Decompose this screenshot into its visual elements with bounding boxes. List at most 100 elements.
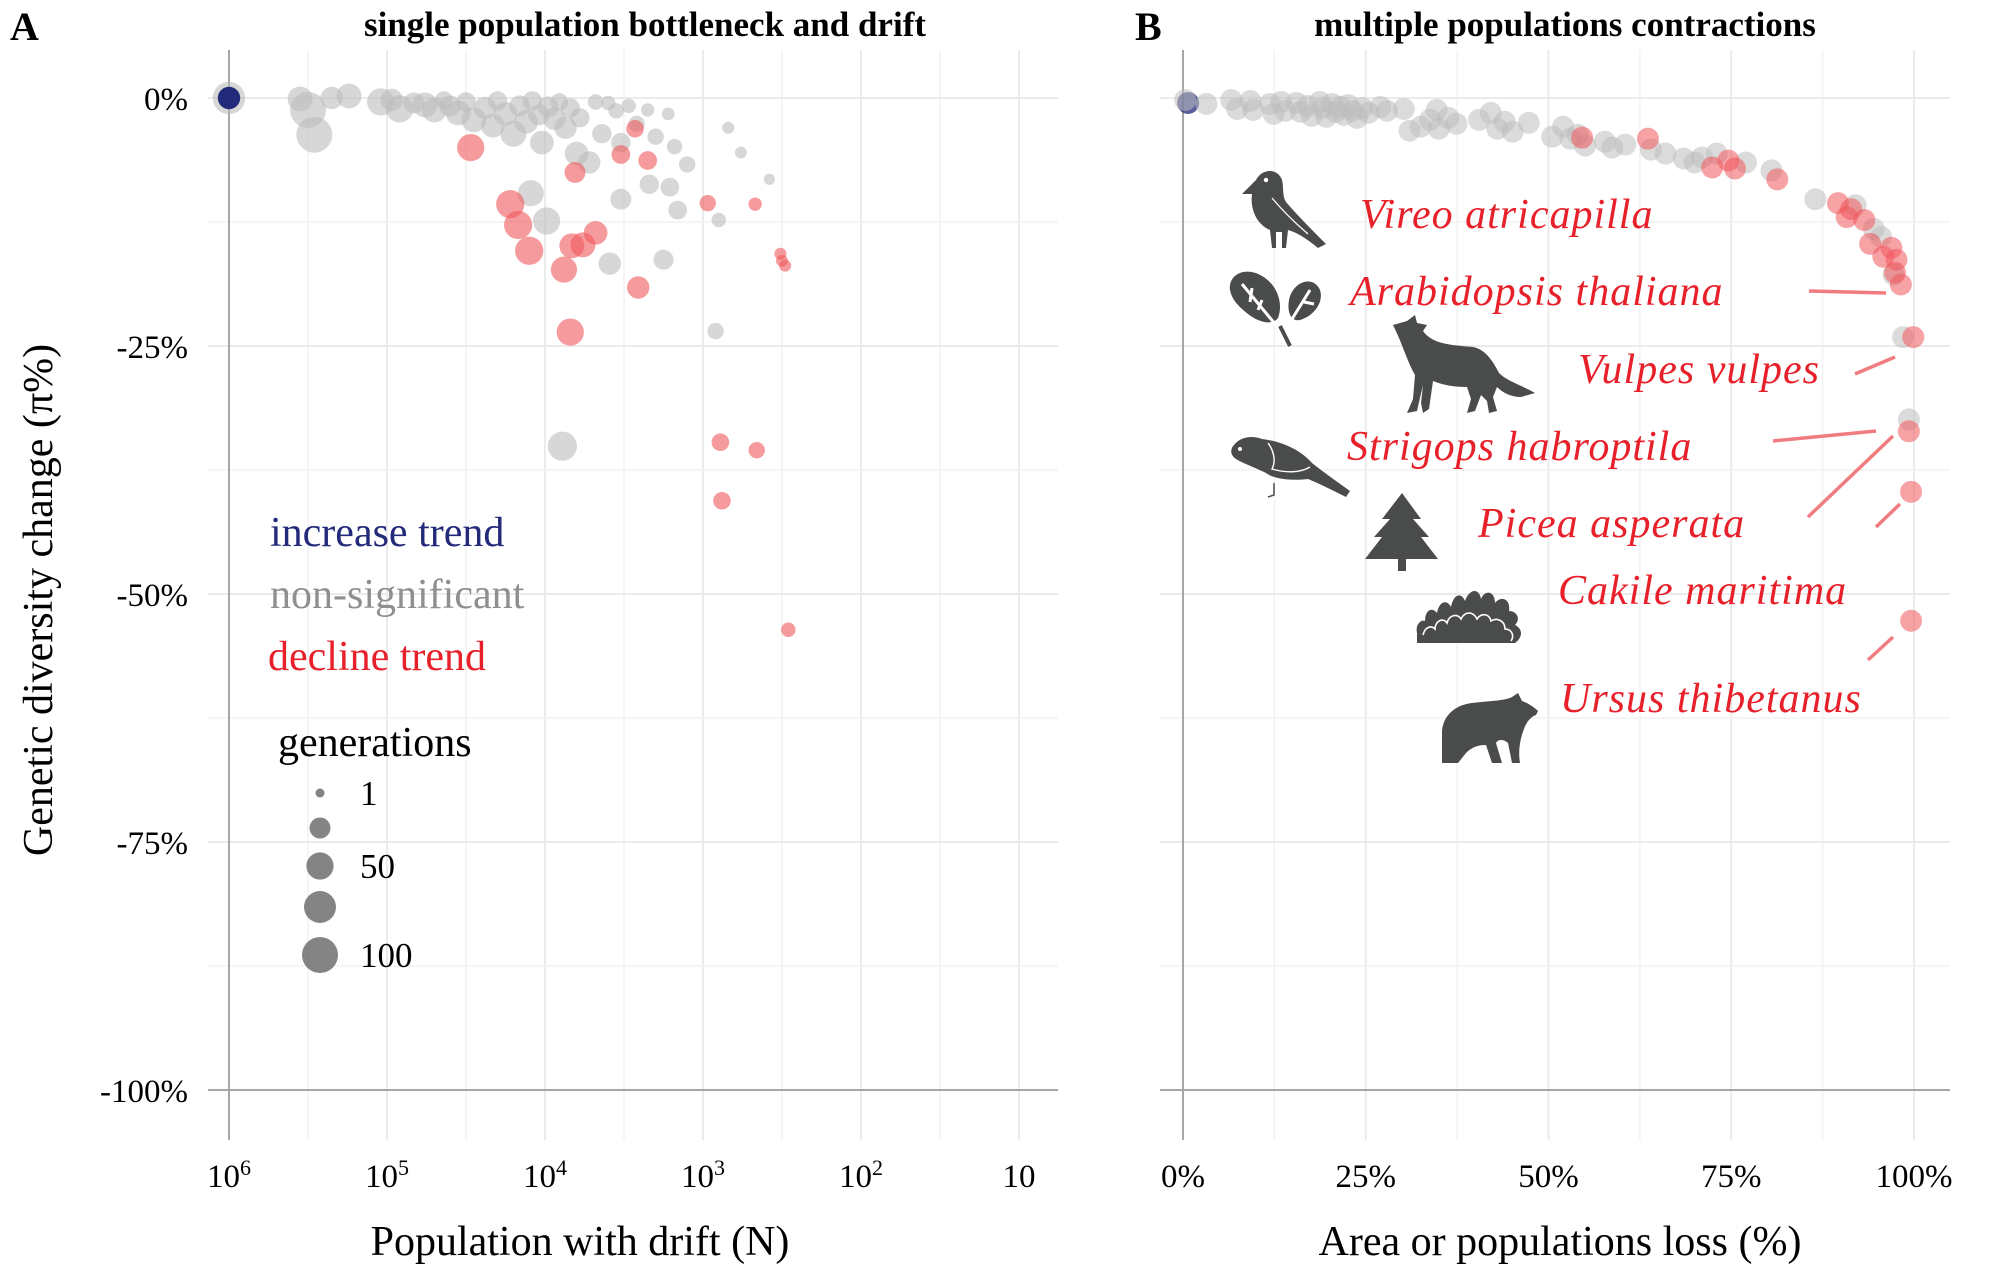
legend: increase trend non-significant decline t… [268, 510, 525, 975]
data-point-ns [608, 103, 624, 119]
data-point-ns [734, 146, 747, 159]
leader-lines [1772, 289, 1902, 662]
legend-decline-trend: decline trend [268, 634, 486, 680]
legend-size-dot [304, 891, 336, 923]
data-point-decline [748, 441, 765, 459]
species-label-cakile: Cakile maritima [1558, 568, 1847, 614]
data-point-ns [666, 138, 683, 155]
panel-a-letter: A [10, 4, 39, 49]
panel-a-x-ticks: 106 105 104 103 102 10 [207, 1155, 1036, 1195]
x-tick-label: 102 [839, 1155, 883, 1195]
data-point-decline [1723, 157, 1746, 180]
panel-b-title: multiple populations contractions [1314, 5, 1816, 44]
data-point-ns [668, 200, 688, 220]
data-point-ns [1392, 97, 1415, 120]
data-point-decline [611, 145, 631, 164]
data-point-decline [564, 161, 586, 183]
data-point-ns [336, 83, 362, 109]
data-point-ns [647, 128, 664, 145]
x-tick-label: 105 [365, 1155, 409, 1195]
data-point-ns [592, 124, 612, 144]
data-point-increase [217, 86, 241, 110]
data-point-ns [517, 180, 544, 207]
data-point-decline [781, 622, 796, 637]
y-tick-label: 0% [144, 82, 188, 118]
spruce-tree-icon [1365, 493, 1438, 571]
data-point-decline [1900, 609, 1923, 632]
data-point-ns [1517, 111, 1540, 134]
data-point-ns [639, 174, 659, 195]
data-point-ns [1445, 112, 1468, 135]
x-tick-label: 50% [1518, 1159, 1579, 1195]
data-point-decline [504, 210, 533, 240]
x-tick-label: 10 [1003, 1159, 1036, 1195]
panel-a-y-ticks: 0% -25% -50% -75% -100% [100, 82, 188, 1110]
legend-size-dot [302, 937, 338, 973]
data-point-ns [763, 173, 775, 185]
data-point-ns [547, 431, 577, 461]
leader-line-cakile [1874, 502, 1902, 529]
bear-icon [1442, 693, 1538, 763]
x-tick-label: 25% [1336, 1159, 1397, 1195]
data-point-ns [707, 322, 724, 340]
data-point-ns [621, 98, 636, 114]
legend-size-keys: 1 50 100 [302, 774, 413, 975]
y-tick-label: -100% [100, 1074, 188, 1110]
data-point-decline [627, 276, 650, 299]
data-point-decline [1897, 420, 1920, 443]
legend-increase-trend: increase trend [270, 510, 504, 556]
legend-size-dot [315, 788, 325, 798]
fox-icon [1393, 315, 1535, 413]
data-point-decline [699, 194, 716, 212]
data-point-decline [779, 259, 792, 272]
data-point-ns [711, 212, 727, 228]
data-point-ns [1195, 92, 1218, 115]
data-point-decline [1853, 209, 1876, 232]
legend-size-title: generations [278, 720, 472, 766]
data-point-ns [610, 188, 632, 210]
x-tick-label: 100% [1876, 1159, 1953, 1195]
data-point-ns [641, 103, 655, 117]
legend-non-significant: non-significant [270, 572, 525, 618]
legend-size-dot [309, 817, 331, 839]
data-point-decline [1835, 206, 1858, 229]
data-point-ns [587, 94, 604, 110]
panel-a-title: single population bottleneck and drift [364, 5, 926, 44]
y-tick-label: -50% [117, 578, 188, 614]
species-label-ursus: Ursus thibetanus [1560, 676, 1862, 722]
songbird-icon [1242, 171, 1326, 248]
data-point-ns [660, 177, 680, 197]
legend-size-label: 100 [360, 936, 413, 975]
data-point-ns [722, 121, 735, 134]
data-point-decline [626, 119, 644, 138]
panel-a-x-axis-title: Population with drift (N) [371, 1219, 790, 1264]
data-point-decline [550, 256, 578, 283]
species-label-arabidopsis: Arabidopsis thaliana [1347, 269, 1724, 315]
leaves-icon [1229, 271, 1321, 347]
x-tick-label: 0% [1161, 1159, 1205, 1195]
data-point-ns [598, 252, 621, 275]
species-label-picea: Picea asperata [1477, 501, 1745, 547]
data-point-ns [653, 249, 674, 270]
x-tick-label: 106 [207, 1155, 251, 1195]
data-point-decline [1766, 168, 1789, 191]
data-point-decline [1889, 273, 1912, 296]
data-point-decline [515, 236, 544, 265]
data-point-decline [711, 433, 730, 452]
parrot-icon [1231, 437, 1350, 498]
species-label-vulpes: Vulpes vulpes [1578, 347, 1820, 393]
y-tick-label: -25% [117, 330, 188, 366]
leader-line-strigops [1772, 429, 1877, 443]
data-point-decline [1636, 127, 1659, 150]
data-point-ns [1242, 98, 1265, 121]
data-point-ns [1804, 188, 1827, 211]
data-point-ns [1654, 142, 1677, 165]
data-point-decline [1571, 126, 1594, 149]
data-point-ns [570, 108, 590, 128]
data-point-ns [532, 207, 561, 235]
legend-size-dot [306, 852, 334, 880]
y-axis-title: Genetic diversity change (π%) [16, 344, 62, 856]
species-label-vireo: Vireo atricapilla [1360, 192, 1653, 238]
data-point-decline [457, 133, 485, 162]
data-point-ns [1614, 133, 1637, 156]
